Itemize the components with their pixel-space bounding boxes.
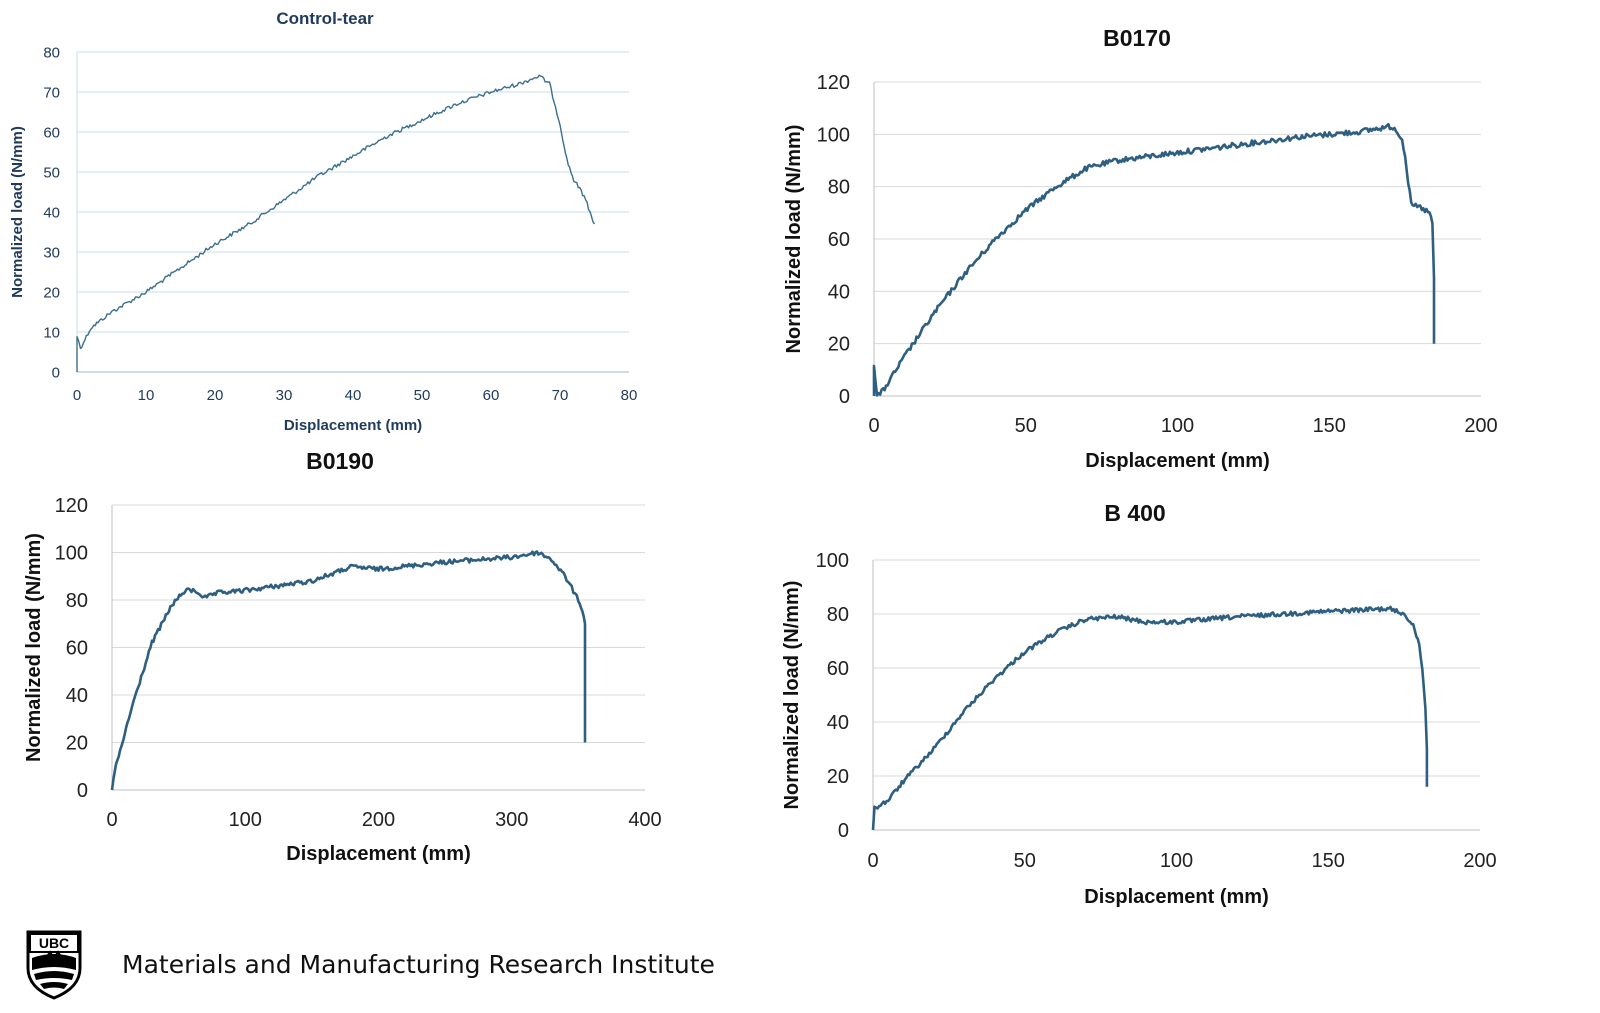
x-tick-label: 50 <box>414 387 431 404</box>
x-tick-label: 300 <box>495 809 528 831</box>
y-tick-label: 20 <box>66 733 88 755</box>
x-tick-label: 50 <box>1015 415 1037 437</box>
y-tick-label: 100 <box>55 543 88 565</box>
series-line <box>871 605 1429 831</box>
chart-title: Control-tear <box>276 9 374 28</box>
chart-b0190: 0 20 40 60 80 100 120 0 100 200 300 400 B0190 Displac… <box>23 448 662 865</box>
y-tick-label: 40 <box>828 281 850 303</box>
y-tick-label: 80 <box>827 604 849 626</box>
x-axis-label: Displacement (mm) <box>1085 450 1270 472</box>
y-tick-label: 0 <box>52 364 60 381</box>
x-tick-label: 200 <box>1464 415 1497 437</box>
series-line <box>76 74 596 372</box>
y-tick-label: 120 <box>817 72 850 94</box>
y-tick-label: 40 <box>43 204 60 221</box>
y-tick-label: 0 <box>77 780 88 802</box>
y-tick-label: 0 <box>838 820 849 842</box>
x-tick-label: 50 <box>1014 850 1036 872</box>
y-tick-label: 20 <box>827 766 849 788</box>
series-line <box>872 122 1436 397</box>
chart-control-tear: 0 10 20 30 40 50 60 70 80 0 10 20 30 40 50 60 70 80 Contro… <box>9 9 637 434</box>
chart-title: B0190 <box>306 448 374 474</box>
x-tick-label: 70 <box>552 387 569 404</box>
x-tick-label: 80 <box>621 387 638 404</box>
y-tick-label: 100 <box>816 550 849 572</box>
y-axis-label: Normalized load (N/mm) <box>9 126 26 298</box>
x-tick-label: 10 <box>138 387 155 404</box>
x-axis-label: Displacement (mm) <box>284 417 422 434</box>
x-tick-label: 0 <box>106 809 117 831</box>
ubc-logo-text: UBC <box>39 935 69 951</box>
chart-title: B 400 <box>1104 500 1165 526</box>
y-tick-label: 100 <box>817 124 850 146</box>
x-tick-label: 30 <box>276 387 293 404</box>
y-tick-label: 80 <box>828 177 850 199</box>
series-line <box>110 550 587 791</box>
y-tick-label: 60 <box>827 658 849 680</box>
x-axis-label: Displacement (mm) <box>286 843 471 865</box>
x-tick-label: 20 <box>207 387 224 404</box>
chart-title: B0170 <box>1103 25 1171 51</box>
y-tick-label: 30 <box>43 244 60 261</box>
y-tick-label: 60 <box>43 124 60 141</box>
y-axis-label: Normalized load (N/mm) <box>23 533 45 762</box>
y-tick-label: 40 <box>66 685 88 707</box>
x-tick-label: 200 <box>362 809 395 831</box>
x-tick-label: 200 <box>1463 850 1496 872</box>
x-tick-label: 400 <box>628 809 661 831</box>
x-tick-label: 60 <box>483 387 500 404</box>
chart-b-400: 0 20 40 60 80 100 0 50 100 150 200 B 400 Displacemen… <box>781 500 1497 908</box>
y-tick-label: 0 <box>839 386 850 408</box>
x-tick-label: 150 <box>1312 850 1345 872</box>
chart-b0170: 0 20 40 60 80 100 120 0 50 100 150 200 B0170 Displace… <box>783 25 1498 472</box>
y-tick-label: 80 <box>43 44 60 61</box>
x-tick-label: 100 <box>1161 415 1194 437</box>
y-axis-label: Normalized load (N/mm) <box>783 125 805 354</box>
x-axis-label: Displacement (mm) <box>1084 886 1269 908</box>
x-tick-label: 40 <box>345 387 362 404</box>
x-tick-label: 0 <box>868 415 879 437</box>
y-tick-label: 50 <box>43 164 60 181</box>
x-tick-label: 0 <box>73 387 81 404</box>
y-tick-label: 20 <box>828 334 850 356</box>
y-tick-label: 40 <box>827 712 849 734</box>
y-axis-label: Normalized load (N/mm) <box>781 581 803 810</box>
x-tick-label: 100 <box>229 809 262 831</box>
y-tick-label: 60 <box>66 638 88 660</box>
footer: UBC Materials and Manufacturing Research… <box>24 928 724 1000</box>
y-tick-label: 80 <box>66 590 88 612</box>
y-tick-label: 70 <box>43 84 60 101</box>
x-tick-label: 100 <box>1160 850 1193 872</box>
x-tick-label: 150 <box>1313 415 1346 437</box>
y-tick-label: 20 <box>43 284 60 301</box>
y-tick-label: 120 <box>55 495 88 517</box>
x-tick-label: 0 <box>867 850 878 872</box>
ubc-crest-logo: UBC <box>26 930 82 1000</box>
footer-institute-text: Materials and Manufacturing Research Ins… <box>122 950 715 979</box>
y-tick-label: 10 <box>43 324 60 341</box>
y-tick-label: 60 <box>828 229 850 251</box>
